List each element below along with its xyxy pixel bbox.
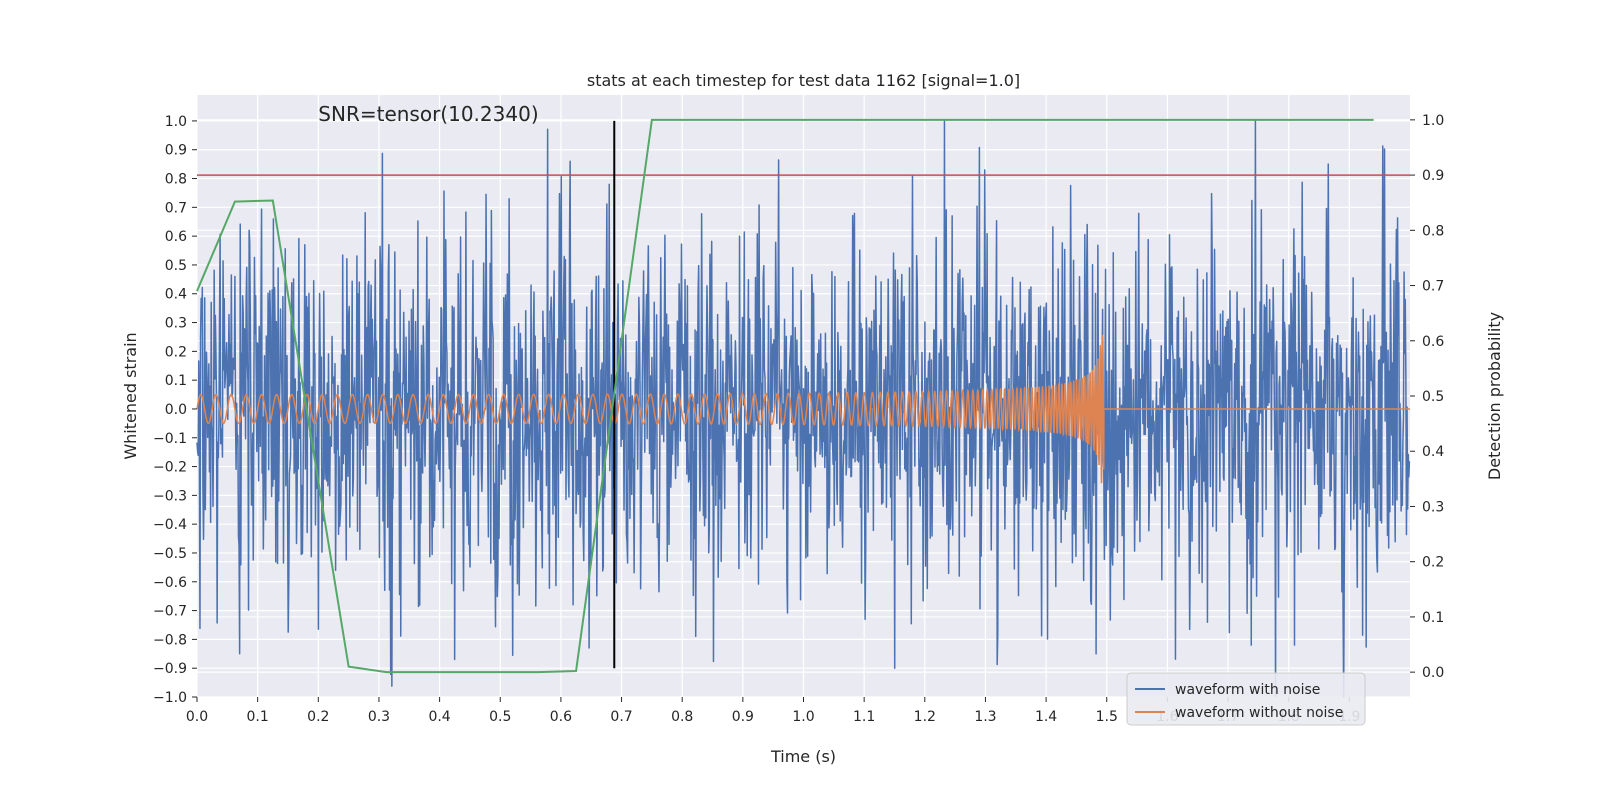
y-tick-label: −0.3	[153, 488, 187, 504]
x-tick-label: 1.2	[914, 709, 936, 725]
y-tick-label: 0.3	[165, 316, 187, 332]
x-tick-label: 0.3	[368, 709, 390, 725]
y-tick-label: 0.9	[165, 143, 187, 159]
y2-tick-label: 1.0	[1422, 113, 1444, 129]
x-tick-label: 1.1	[853, 709, 875, 725]
x-tick-label: 1.5	[1096, 709, 1118, 725]
y2-tick-label: 0.4	[1422, 444, 1444, 460]
legend-box	[1126, 672, 1366, 726]
y-tick-label: 0.4	[165, 287, 187, 303]
axes: 0.0 0.1 0.2 0.3 0.4 0.5 0.6 0.7 0.8 0.9 1.0 1.1 1.2 1…	[153, 113, 1444, 725]
y2-tick-label: 0.3	[1422, 499, 1444, 515]
x-tick-label: 0.0	[186, 709, 208, 725]
y-tick-label: 0.7	[165, 200, 187, 216]
y-tick-label: −0.1	[153, 431, 187, 447]
y-tick-label: 0.1	[165, 373, 187, 389]
chart-title: stats at each timestep for test data 116…	[587, 71, 1020, 90]
y2-tick-label: 0.7	[1422, 279, 1444, 295]
x-tick-label: 1.4	[1035, 709, 1057, 725]
y-tick-label: −0.2	[153, 460, 187, 476]
x-tick-label: 0.2	[307, 709, 329, 725]
y-tick-label: 0.2	[165, 344, 187, 360]
y-tick-label: 0.6	[165, 229, 187, 245]
legend-label-clean: waveform without noise	[1175, 705, 1343, 721]
x-tick-label: 0.4	[428, 709, 450, 725]
legend-label-noise: waveform with noise	[1175, 682, 1320, 698]
x-tick-label: 1.0	[792, 709, 814, 725]
x-tick-label: 1.3	[974, 709, 996, 725]
y-tick-label: −0.5	[153, 546, 187, 562]
x-axis-label: Time (s)	[770, 747, 836, 766]
snr-annotation: SNR=tensor(10.2340)	[318, 102, 538, 126]
y2-tick-label: 0.9	[1422, 168, 1444, 184]
x-tick-label: 0.5	[489, 709, 511, 725]
y-tick-label: 1.0	[165, 114, 187, 130]
series-waveform-without-noise	[196, 334, 1410, 484]
y-tick-label: 0.5	[165, 258, 187, 274]
x-tick-label: 0.9	[732, 709, 754, 725]
y-tick-label: −1.0	[153, 690, 187, 706]
y-tick-label: −0.9	[153, 661, 187, 677]
series-layer	[196, 118, 1411, 698]
y2-axis-label: Detection probability	[1485, 312, 1504, 480]
x-tick-label: 0.8	[671, 709, 693, 725]
y-tick-label: −0.4	[153, 517, 187, 533]
legend: waveform with noise waveform without noi…	[1126, 672, 1366, 726]
y-tick-label: 0.0	[165, 402, 187, 418]
x-tick-label: 0.1	[247, 709, 269, 725]
x-tick-label: 0.6	[550, 709, 572, 725]
series-waveform-with-noise	[196, 120, 1411, 698]
y2-tick-label: 0.5	[1422, 389, 1444, 405]
x-tick-label: 0.7	[610, 709, 632, 725]
y2-tick-label: 0.2	[1422, 555, 1444, 571]
y-tick-label: 0.8	[165, 172, 187, 188]
y-tick-label: −0.6	[153, 575, 187, 591]
y2-tick-label: 0.8	[1422, 223, 1444, 239]
y2-tick-label: 0.0	[1422, 665, 1444, 681]
series-detection-probability	[196, 118, 1374, 674]
y-tick-label: −0.8	[153, 632, 187, 648]
y-tick-label: −0.7	[153, 604, 187, 620]
y2-tick-label: 0.6	[1422, 334, 1444, 350]
y2-tick-label: 0.1	[1422, 610, 1444, 626]
y-axis-label: Whitened strain	[121, 332, 140, 459]
